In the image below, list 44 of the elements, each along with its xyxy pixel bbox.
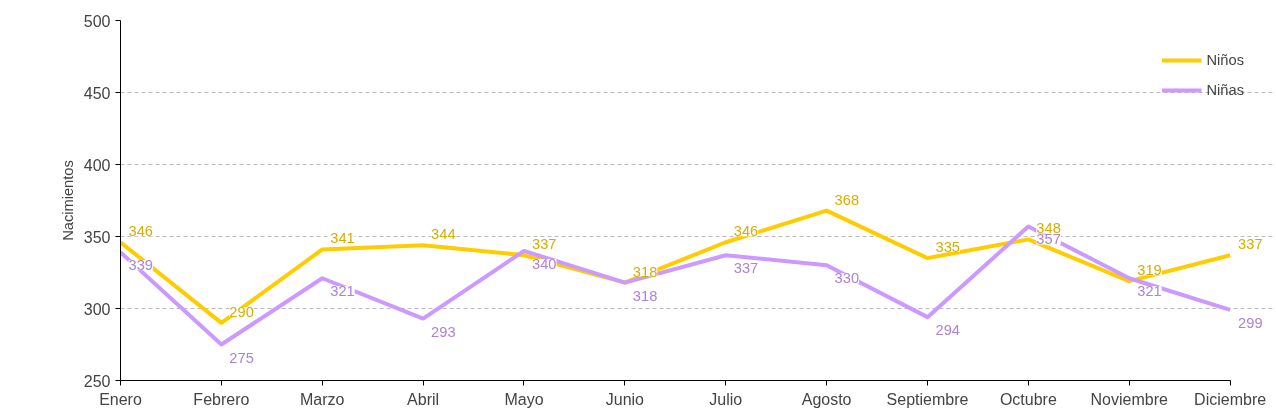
data-label: 346 xyxy=(733,223,759,240)
y-tick-label: 300 xyxy=(83,300,111,318)
data-label: 294 xyxy=(935,322,960,339)
legend-label: Niños xyxy=(1206,52,1244,68)
data-label: 346 xyxy=(128,223,153,240)
y-tick-label: 250 xyxy=(83,372,111,390)
x-tick-label: Junio xyxy=(605,390,645,408)
y-tick-label: 400 xyxy=(83,156,111,174)
data-label: 341 xyxy=(330,230,355,247)
x-tick-label: Septiembre xyxy=(886,390,969,408)
data-label: 318 xyxy=(632,287,658,304)
x-tick-label: Noviembre xyxy=(1090,390,1169,408)
data-label: 318 xyxy=(632,263,658,280)
data-label: 275 xyxy=(229,349,254,366)
data-label: 368 xyxy=(834,191,860,208)
data-label: 330 xyxy=(834,270,860,287)
data-label: 293 xyxy=(431,323,456,340)
data-label: 321 xyxy=(1137,283,1162,300)
data-label: 337 xyxy=(733,260,759,277)
x-tick-label: Diciembre xyxy=(1194,390,1267,408)
x-tick-label: Abril xyxy=(407,390,440,408)
line-series xyxy=(120,224,1233,347)
x-tick-label: Julio xyxy=(709,390,743,408)
x-tick-label: Octubre xyxy=(999,390,1057,408)
legend-label: Niñas xyxy=(1206,82,1244,98)
y-axis-title: Nacimientos xyxy=(59,160,76,241)
x-tick-label: Enero xyxy=(99,390,142,408)
x-tick-label: Mayo xyxy=(504,390,544,408)
data-label: 335 xyxy=(935,239,960,256)
data-label: 290 xyxy=(229,303,254,320)
x-tick-label: Febrero xyxy=(193,390,250,408)
data-label: 299 xyxy=(1238,314,1263,331)
y-tick-label: 350 xyxy=(83,228,111,246)
data-label: 319 xyxy=(1137,262,1162,279)
data-label: 321 xyxy=(330,283,355,300)
data-label: 339 xyxy=(128,257,153,274)
data-label: 340 xyxy=(532,255,557,272)
data-label: 337 xyxy=(532,236,557,253)
data-label: 337 xyxy=(1238,236,1263,253)
x-tick-label: Marzo xyxy=(300,390,345,408)
x-tick-label: Agosto xyxy=(801,390,852,408)
data-label: 344 xyxy=(431,226,456,243)
y-tick-label: 450 xyxy=(83,84,111,102)
y-tick-label: 500 xyxy=(83,12,111,30)
